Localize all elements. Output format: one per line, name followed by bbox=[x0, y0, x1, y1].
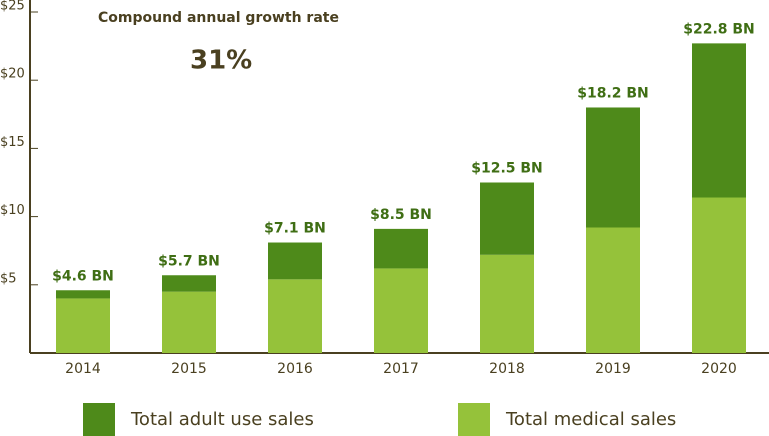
x-tick-label: 2019 bbox=[595, 361, 631, 377]
bar-segment bbox=[586, 227, 640, 353]
total-label: $22.8 BN bbox=[683, 21, 755, 37]
bar-segment bbox=[268, 279, 322, 353]
bar-segment bbox=[56, 290, 110, 299]
y-tick-label: $25 bbox=[0, 0, 25, 14]
y-tick-label: $10 bbox=[0, 203, 25, 218]
x-tick-label: 2017 bbox=[383, 361, 419, 377]
bar-segment bbox=[586, 107, 640, 228]
y-tick-label: $20 bbox=[0, 67, 25, 82]
y-tick-label: $5 bbox=[0, 271, 17, 286]
bar-segment bbox=[374, 268, 428, 353]
bar-segment bbox=[374, 228, 428, 269]
x-tick-label: 2018 bbox=[489, 361, 525, 377]
legend-label: Total adult use sales bbox=[130, 409, 314, 430]
legend-swatch bbox=[458, 403, 490, 436]
bar-segment bbox=[162, 275, 216, 292]
total-label: $12.5 BN bbox=[471, 161, 543, 177]
y-tick-label: $15 bbox=[0, 135, 25, 150]
chart-title: Compound annual growth rate bbox=[98, 10, 339, 26]
x-tick-label: 2014 bbox=[65, 361, 101, 377]
legend-swatch bbox=[83, 403, 115, 436]
bar-segment bbox=[692, 43, 746, 198]
bar-segment bbox=[480, 254, 534, 353]
bar-segment bbox=[56, 298, 110, 353]
total-label: $8.5 BN bbox=[370, 207, 432, 223]
x-tick-label: 2015 bbox=[171, 361, 207, 377]
total-label: $7.1 BN bbox=[264, 221, 326, 237]
bar-segment bbox=[268, 242, 322, 280]
total-label: $18.2 BN bbox=[577, 85, 649, 101]
x-tick-label: 2020 bbox=[701, 361, 737, 377]
x-tick-label: 2016 bbox=[277, 361, 313, 377]
bar-segment bbox=[480, 182, 534, 255]
total-label: $5.7 BN bbox=[158, 253, 220, 269]
total-label: $4.6 BN bbox=[52, 268, 114, 284]
bar-segment bbox=[162, 291, 216, 353]
legend-label: Total medical sales bbox=[505, 409, 676, 430]
bar-segment bbox=[692, 197, 746, 353]
chart-subtitle: 31% bbox=[190, 46, 252, 76]
